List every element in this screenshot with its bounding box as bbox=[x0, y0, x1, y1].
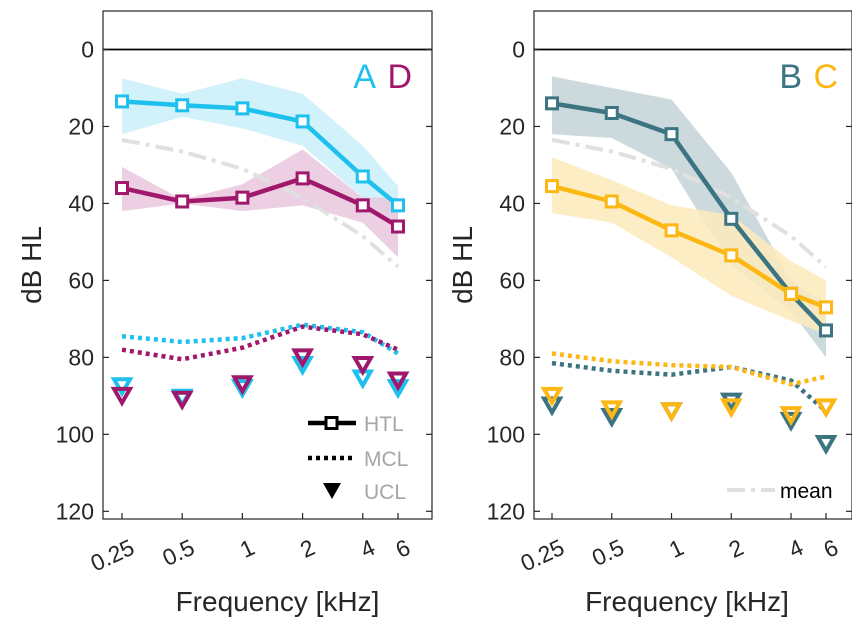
htl-point-C bbox=[724, 248, 739, 263]
ucl-point-C bbox=[600, 400, 624, 421]
y-tick-label: 100 bbox=[487, 421, 525, 447]
htl-point-D bbox=[391, 219, 405, 234]
ucl-point-B bbox=[814, 434, 838, 455]
y-tick-label: 40 bbox=[68, 190, 94, 216]
x-tick-label: 6 bbox=[820, 534, 843, 563]
panel-label-B: B bbox=[779, 58, 802, 96]
x-tick-label: 0.25 bbox=[87, 534, 139, 576]
ucl-point-D bbox=[351, 356, 375, 377]
plot-area bbox=[534, 48, 852, 455]
htl-point-B bbox=[724, 211, 739, 226]
ucl-point-C bbox=[719, 398, 743, 419]
ucl-point-B bbox=[540, 396, 564, 417]
htl-band-C bbox=[552, 157, 826, 335]
axes-frame bbox=[533, 10, 852, 520]
y-axis-label: dB HL bbox=[447, 226, 478, 304]
y-tick-label: 60 bbox=[68, 267, 94, 293]
htl-point-A bbox=[295, 114, 310, 129]
x-axis-label: Frequency [kHz] bbox=[176, 586, 380, 617]
ucl-point-B bbox=[600, 408, 624, 429]
legend-label-ucl: UCL bbox=[364, 481, 406, 504]
htl-point-A bbox=[391, 198, 405, 213]
x-tick-label: 6 bbox=[392, 534, 415, 563]
y-tick-label: 80 bbox=[68, 344, 94, 370]
chart-panel-left: 0 20 40 60 80 100 120 0.25 0.5 1 2 4 6 dB HL Frequency… bbox=[16, 10, 433, 617]
ucl-point-D bbox=[386, 371, 410, 392]
htl-point-A bbox=[175, 98, 190, 113]
mcl-line-B bbox=[551, 360, 828, 413]
htl-band-D bbox=[122, 149, 398, 258]
y-tick-label: 120 bbox=[56, 498, 94, 524]
ucl-point-C bbox=[540, 386, 564, 407]
mean-line bbox=[551, 137, 828, 269]
htl-point-C bbox=[664, 223, 679, 238]
htl-point-B bbox=[664, 127, 679, 142]
ucl-point-B bbox=[779, 411, 803, 432]
htl-point-A bbox=[355, 169, 370, 184]
ucl-point-D bbox=[230, 375, 254, 396]
x-tick-label: 4 bbox=[785, 534, 808, 563]
legend-label-mean: mean bbox=[780, 480, 833, 503]
htl-band-A bbox=[122, 78, 398, 219]
htl-point-D bbox=[115, 181, 129, 196]
x-tick-label: 0.5 bbox=[588, 534, 628, 571]
y-tick-label: 60 bbox=[499, 267, 525, 293]
x-tick-label: 0.25 bbox=[517, 534, 569, 576]
legend-htl-marker bbox=[324, 416, 339, 430]
x-tick-label: 2 bbox=[725, 534, 748, 563]
ucl-point-C bbox=[779, 406, 803, 427]
htl-point-C bbox=[819, 300, 833, 315]
chart-panel-right: 0 20 40 60 80 100 120 0.25 0.5 1 2 4 6 dB HL Frequency… bbox=[447, 10, 852, 617]
htl-point-D bbox=[175, 194, 190, 209]
htl-point-C bbox=[784, 286, 799, 301]
ucl-point-A bbox=[291, 356, 315, 377]
htl-point-D bbox=[355, 198, 370, 213]
legend-ucl-marker bbox=[323, 483, 341, 499]
y-tick-label: 0 bbox=[512, 36, 525, 62]
x-tick-label: 1 bbox=[236, 534, 259, 563]
mcl-line-D bbox=[121, 324, 399, 362]
legend-label-htl: HTL bbox=[364, 413, 404, 436]
axes-frame bbox=[102, 10, 433, 520]
x-axis-label: Frequency [kHz] bbox=[585, 586, 789, 617]
htl-point-C bbox=[545, 179, 559, 194]
ucl-point-C bbox=[660, 402, 683, 423]
ucl-point-A bbox=[110, 377, 134, 398]
y-tick-label: 0 bbox=[81, 36, 94, 62]
y-tick-label: 20 bbox=[68, 113, 94, 139]
y-tick-label: 80 bbox=[499, 344, 525, 370]
htl-point-B bbox=[819, 323, 833, 338]
y-tick-label: 20 bbox=[499, 113, 525, 139]
mcl-line-C bbox=[551, 351, 827, 387]
ucl-point-C bbox=[814, 398, 838, 419]
ucl-point-D bbox=[291, 348, 315, 369]
htl-point-A bbox=[115, 94, 129, 109]
plot-area bbox=[103, 48, 432, 411]
legend-label-mcl: MCL bbox=[364, 448, 408, 471]
panel-label-C: C bbox=[813, 58, 838, 96]
htl-band-B bbox=[552, 76, 826, 358]
mcl-line-A bbox=[121, 322, 400, 356]
mean-line bbox=[121, 137, 400, 269]
y-tick-label: 120 bbox=[487, 498, 525, 524]
panel-label-D: D bbox=[387, 58, 412, 96]
x-tick-label: 0.5 bbox=[158, 534, 198, 571]
htl-point-B bbox=[545, 96, 559, 111]
ucl-point-D bbox=[110, 386, 134, 407]
htl-point-A bbox=[235, 101, 250, 116]
ucl-point-A bbox=[386, 379, 410, 400]
y-axis-label: dB HL bbox=[16, 226, 47, 304]
x-tick-label: 1 bbox=[665, 534, 688, 563]
x-tick-label: 2 bbox=[296, 534, 319, 563]
panel-label-A: A bbox=[353, 58, 376, 96]
htl-point-B bbox=[604, 105, 619, 120]
x-tick-label: 4 bbox=[356, 534, 379, 563]
htl-point-C bbox=[604, 194, 619, 209]
ucl-point-D bbox=[170, 390, 194, 411]
htl-point-D bbox=[295, 171, 310, 186]
htl-point-D bbox=[235, 190, 250, 205]
y-tick-label: 100 bbox=[56, 421, 94, 447]
y-tick-label: 40 bbox=[499, 190, 525, 216]
